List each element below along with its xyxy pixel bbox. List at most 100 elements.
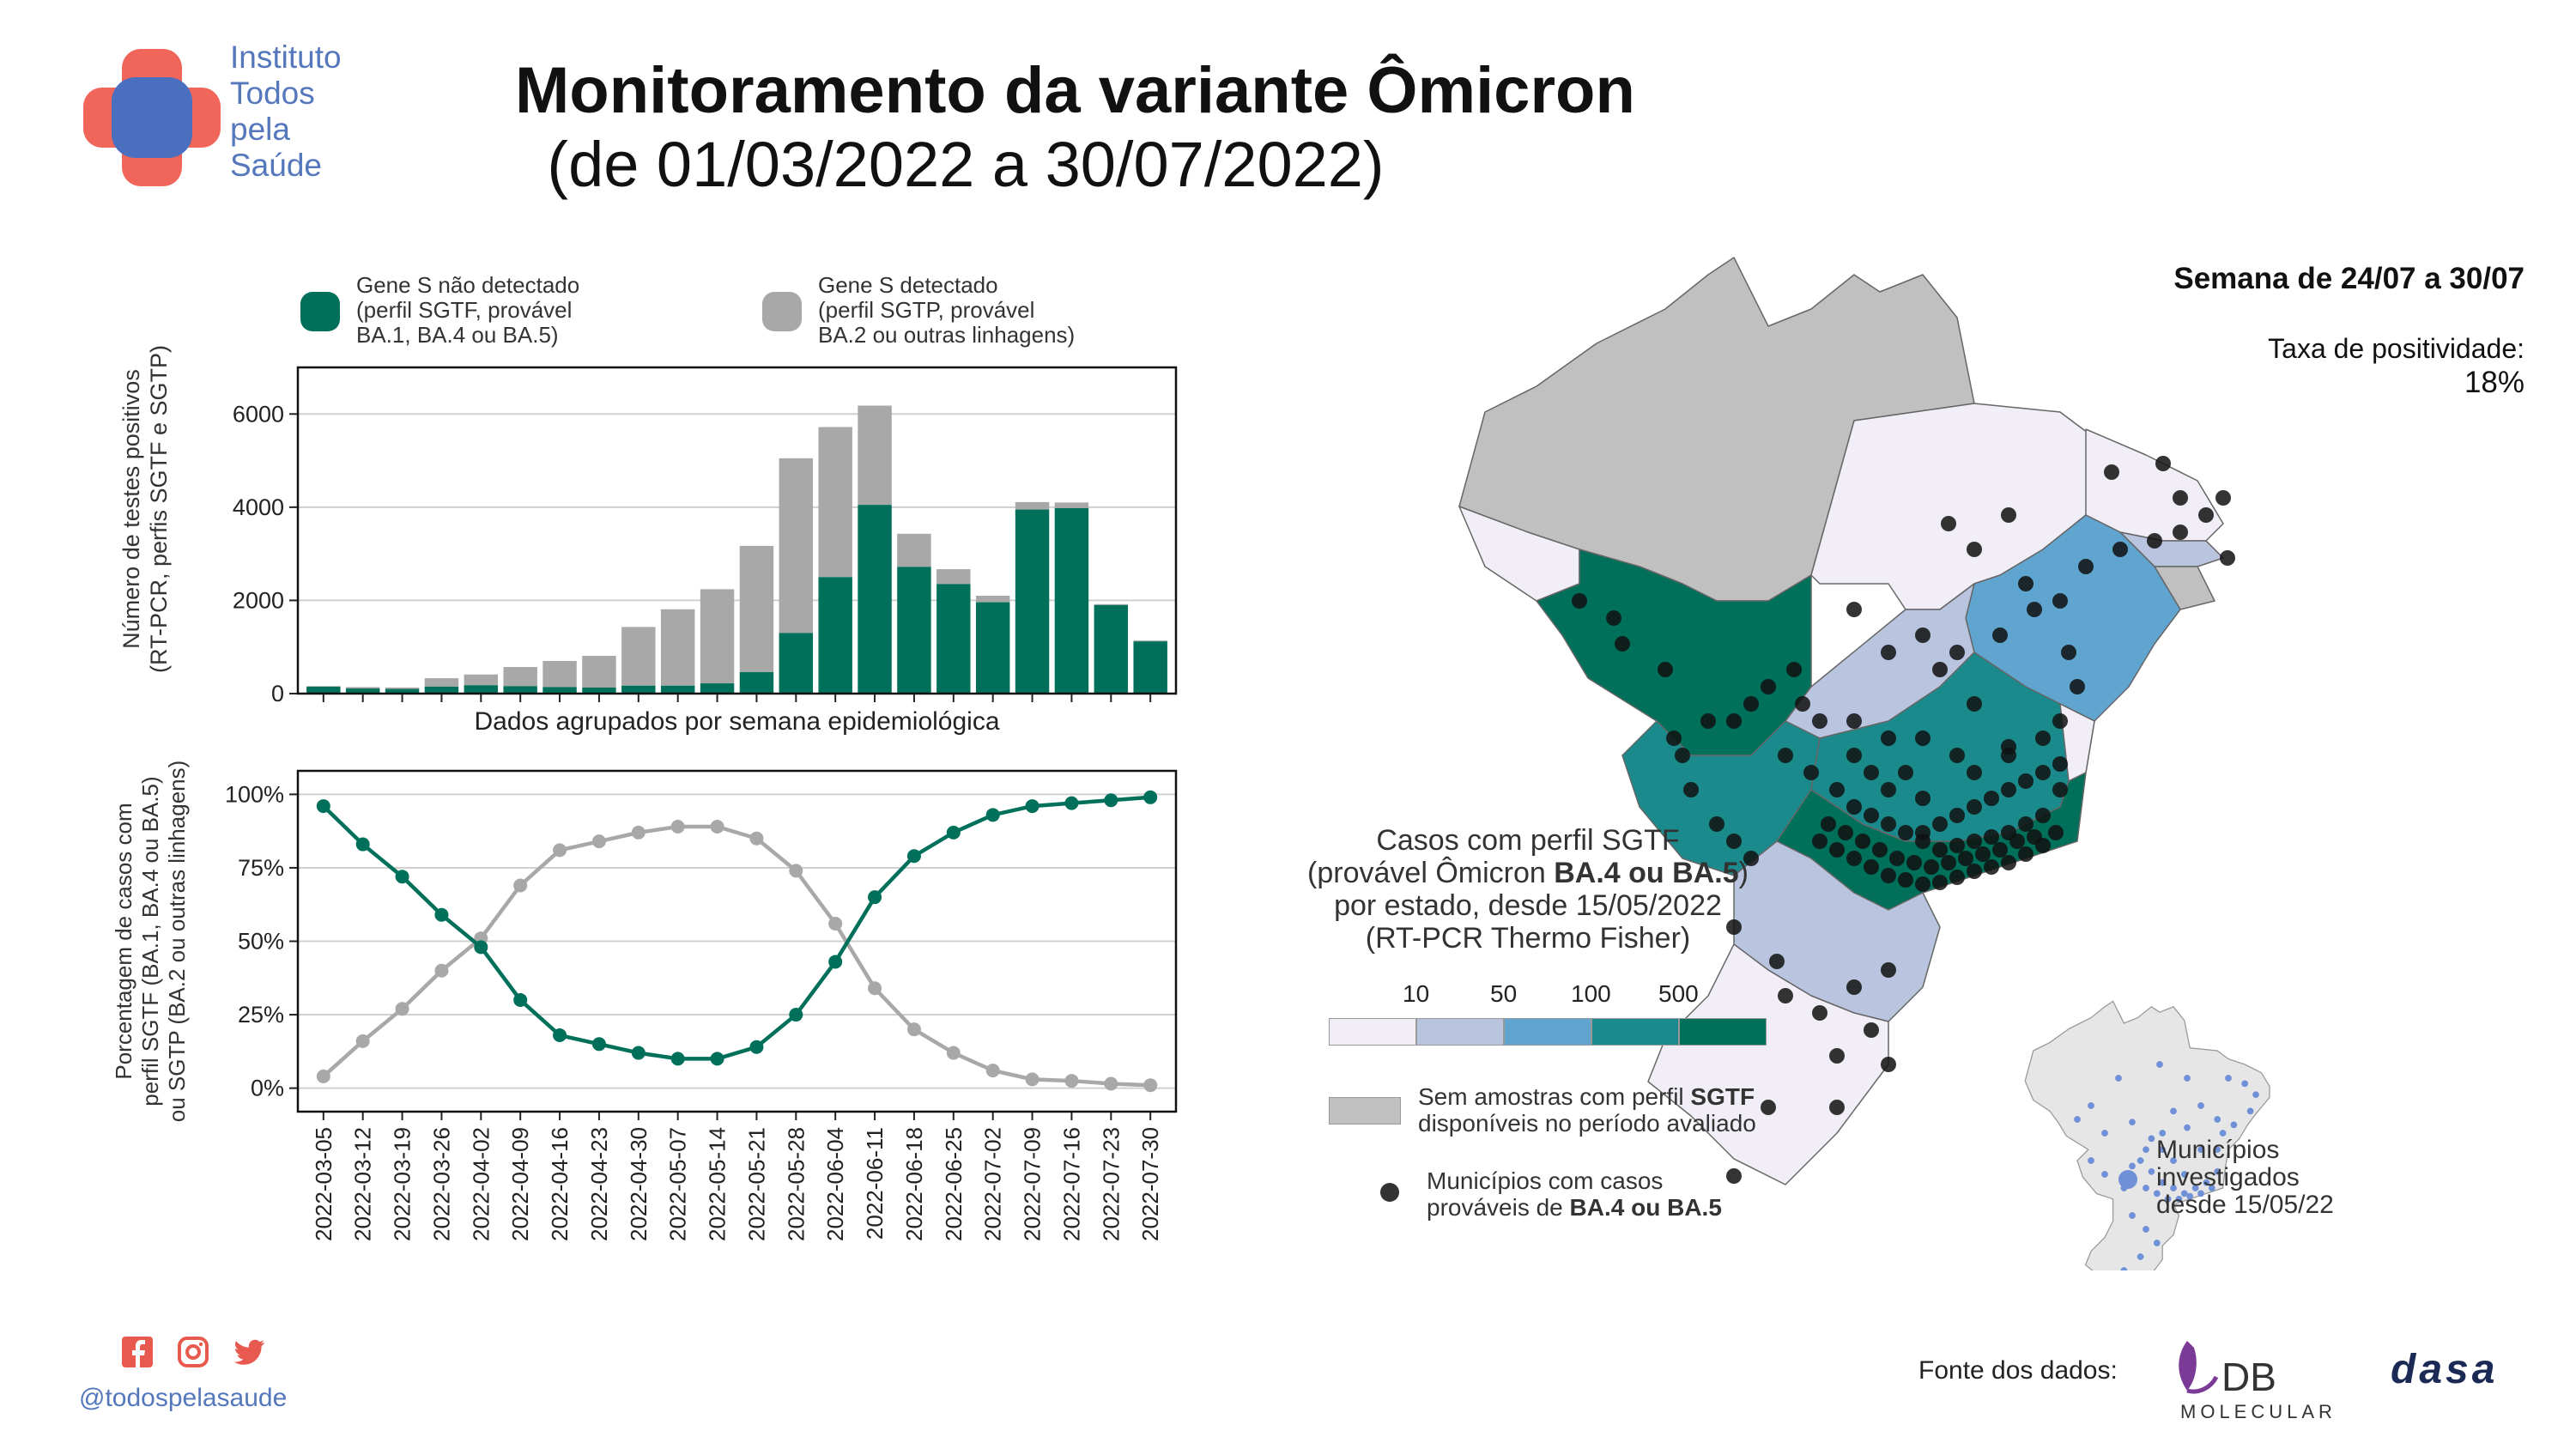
investigated-dot xyxy=(2197,1102,2204,1109)
bar-sgtp xyxy=(660,609,695,686)
investigated-dot xyxy=(2164,1195,2172,1203)
series-line-sgtp xyxy=(322,824,1151,1088)
legend-text-sgtp: Gene S detectado (perfil SGTP, provável … xyxy=(818,272,1076,348)
investigated-dot xyxy=(2186,1192,2194,1200)
point-sgtp xyxy=(828,916,843,931)
social-handle[interactable]: @todospelasaude xyxy=(79,1384,288,1412)
point-sgtf xyxy=(316,799,330,814)
point-sgtp xyxy=(434,963,449,978)
investigated-dot xyxy=(2225,1075,2232,1082)
municipality-dot xyxy=(1915,791,1930,806)
twitter-icon[interactable] xyxy=(232,1335,266,1369)
investigated-dot xyxy=(2175,1195,2183,1203)
municipality-dot xyxy=(2052,593,2068,609)
point-sgtp xyxy=(1064,1074,1079,1088)
x-tick-label: 2022-07-02 xyxy=(980,1127,1006,1241)
investigated-dot xyxy=(2170,1157,2177,1164)
municipality-dot xyxy=(1666,731,1682,746)
bar-sgtf xyxy=(582,687,616,694)
bar-sgtp xyxy=(503,667,537,687)
bar-sgtf xyxy=(779,633,814,694)
bar-sgtp xyxy=(582,656,616,688)
municipality-dot xyxy=(2018,816,2034,832)
x-tick-label: 2022-04-23 xyxy=(586,1127,612,1241)
municipality-dot xyxy=(1683,782,1699,797)
municipality-dot xyxy=(2104,464,2119,480)
municipality-dot xyxy=(1821,816,1836,832)
y-tick-label: 50% xyxy=(238,929,284,955)
investigated-dot xyxy=(2129,1162,2136,1170)
point-sgtp xyxy=(710,820,724,834)
x-tick-label: 2022-07-30 xyxy=(1137,1127,1163,1241)
bar-sgtf xyxy=(936,584,971,694)
x-tick-label: 2022-06-18 xyxy=(901,1127,927,1241)
municipality-dot xyxy=(1761,679,1776,694)
facebook-icon[interactable] xyxy=(120,1335,155,1369)
municipality-dot xyxy=(1795,696,1810,712)
investigated-dot xyxy=(2074,1116,2081,1123)
investigated-dot xyxy=(2129,1212,2136,1219)
investigated-dot xyxy=(2219,1130,2227,1137)
x-tick-label: 2022-04-09 xyxy=(507,1127,533,1241)
state-rs xyxy=(1647,943,1889,1185)
page-title: Monitoramento da variante Ômicron (de 01… xyxy=(515,53,1635,201)
bar-sgtp xyxy=(345,687,380,689)
bar-y-label: Número de testes positivos(RT-PCR, perfi… xyxy=(118,345,172,673)
bar-sgtp xyxy=(897,533,931,567)
line-y-label-line: perfil SGTF (BA.1, BA.4 ou BA.5) xyxy=(137,776,163,1106)
investigated-dot xyxy=(2191,1185,2199,1191)
point-sgtp xyxy=(395,1002,409,1016)
municipality-dot xyxy=(1743,851,1759,866)
point-sgtf xyxy=(553,1028,567,1043)
bar-y-label-line: Número de testes positivos xyxy=(118,369,144,649)
municipality-dot xyxy=(1898,765,1913,780)
municipality-dot xyxy=(2078,559,2094,574)
municipality-dot xyxy=(1881,816,1896,832)
municipality-dot xyxy=(2009,834,2025,849)
brazil-map xyxy=(1458,257,2270,1270)
investigated-dot xyxy=(2143,1226,2149,1233)
municipality-dot xyxy=(1812,713,1827,729)
point-sgtf xyxy=(710,1052,724,1066)
investigated-dot xyxy=(2143,1146,2149,1154)
investigated-dot xyxy=(2214,1146,2221,1154)
bar-sgtp xyxy=(975,596,1010,603)
investigated-dot xyxy=(2159,1179,2167,1186)
title-subtitle: (de 01/03/2022 a 30/07/2022) xyxy=(547,129,1385,200)
point-sgtp xyxy=(946,1046,961,1060)
instituto-logo xyxy=(83,49,221,186)
bar-sgtp xyxy=(306,686,341,687)
bar-sgtf xyxy=(858,505,892,694)
point-sgtf xyxy=(513,992,528,1007)
investigated-dot xyxy=(2159,1130,2167,1137)
municipality-dot xyxy=(1949,748,1965,763)
bar-sgtp xyxy=(1015,501,1050,510)
municipality-dot xyxy=(2018,773,2034,789)
municipality-dot xyxy=(2070,679,2085,694)
municipality-dot xyxy=(1786,662,1802,677)
municipality-dot xyxy=(2001,748,2016,763)
municipality-dot xyxy=(2048,825,2064,840)
municipality-dot xyxy=(1984,791,1999,806)
investigated-dot xyxy=(2153,1240,2161,1246)
municipality-dot xyxy=(1932,816,1948,832)
municipality-dot xyxy=(1803,765,1819,780)
scale-bin-2 xyxy=(1416,1018,1504,1046)
point-sgtf xyxy=(670,1052,685,1066)
municipality-dot xyxy=(1967,696,1982,712)
investigated-dot xyxy=(2252,1091,2259,1099)
municipality-dot xyxy=(1658,662,1673,677)
db-molecular-logo: DB MOLECULAR xyxy=(2179,1341,2332,1422)
bar-sgtp xyxy=(542,661,577,688)
bar-sgtf xyxy=(306,686,341,694)
municipality-dot xyxy=(1864,808,1879,823)
municipality-dot xyxy=(2035,731,2051,746)
instagram-icon[interactable] xyxy=(176,1335,210,1369)
bar-sgtf xyxy=(739,672,774,694)
x-tick-label: 2022-05-28 xyxy=(783,1127,809,1241)
x-tick-label: 2022-03-26 xyxy=(428,1127,454,1241)
municipality-dot xyxy=(1709,816,1724,832)
point-sgtp xyxy=(789,864,803,878)
municipality-dot xyxy=(1967,834,1982,849)
municipality-dot xyxy=(1881,1057,1896,1072)
